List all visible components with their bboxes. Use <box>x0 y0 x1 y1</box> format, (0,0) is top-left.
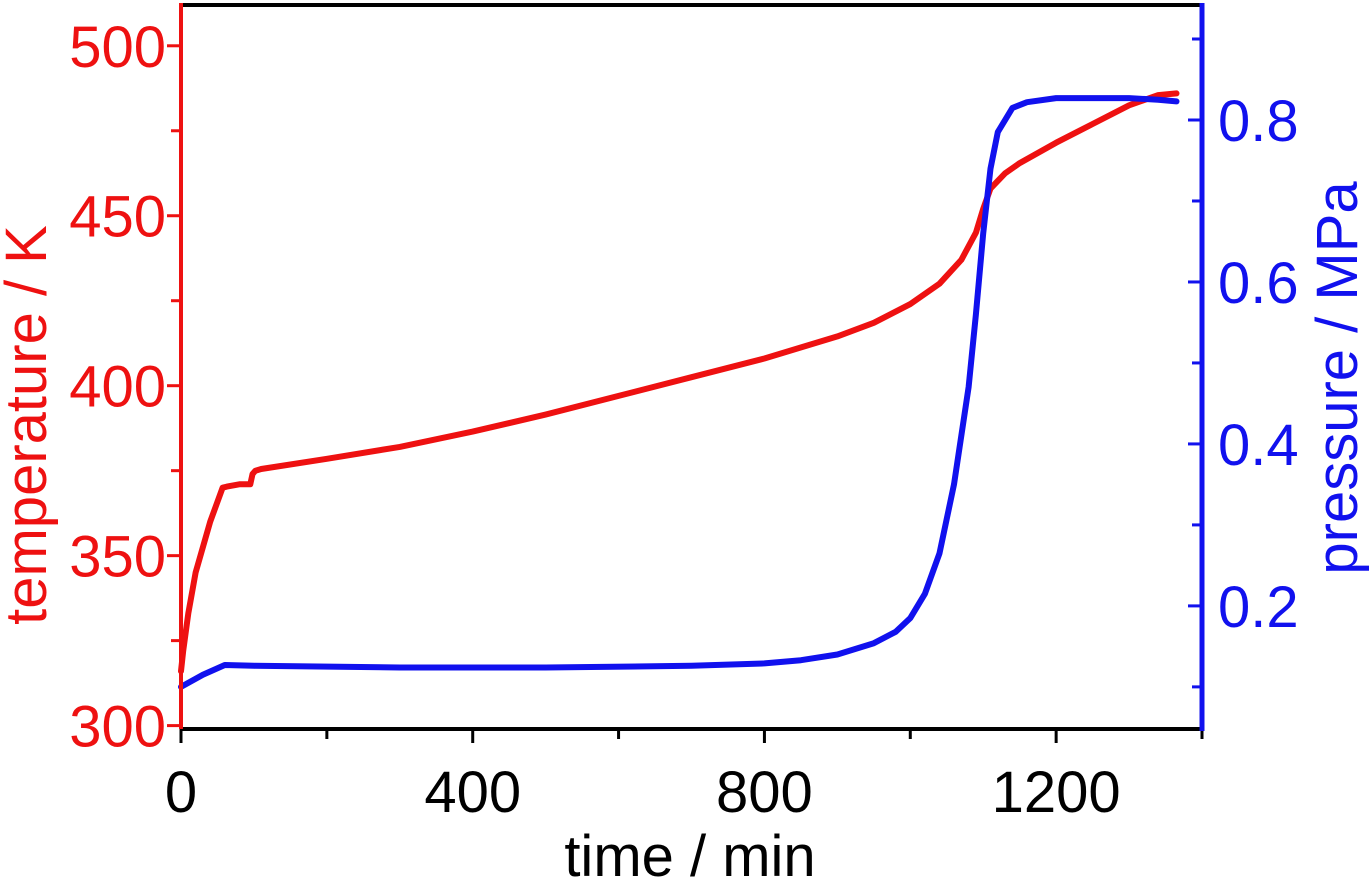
y-right-tick-label: 0.6 <box>1218 251 1299 316</box>
temperature-series-line <box>178 90 1180 675</box>
x-tick-label: 1200 <box>992 760 1121 825</box>
x-tick-label: 400 <box>424 760 521 825</box>
pressure-series-line <box>178 95 1180 690</box>
y-right-tick-label: 0.2 <box>1218 575 1299 640</box>
y-right-axis-title: pressure / MPa <box>1305 181 1369 575</box>
y-right-tick-label: 0.8 <box>1218 89 1299 154</box>
x-axis-title: time / min <box>564 824 815 879</box>
y-left-axis-title: temperature / K <box>0 225 59 625</box>
y-left-tick-label: 500 <box>69 15 166 80</box>
ticks-layer: 0 400 800 1200 300 350 400 450 500 0.2 0.4 0.6 0.8 <box>69 15 1298 825</box>
y-left-tick-label: 350 <box>69 525 166 590</box>
x-tick-label: 0 <box>165 760 197 825</box>
y-right-tick-label: 0.4 <box>1218 413 1299 478</box>
plot-frame <box>179 3 1205 731</box>
series-layer <box>178 90 1180 690</box>
x-tick-label: 800 <box>716 760 813 825</box>
y-left-tick-label: 300 <box>69 695 166 760</box>
y-left-tick-label: 400 <box>69 355 166 420</box>
y-left-tick-label: 450 <box>69 185 166 250</box>
